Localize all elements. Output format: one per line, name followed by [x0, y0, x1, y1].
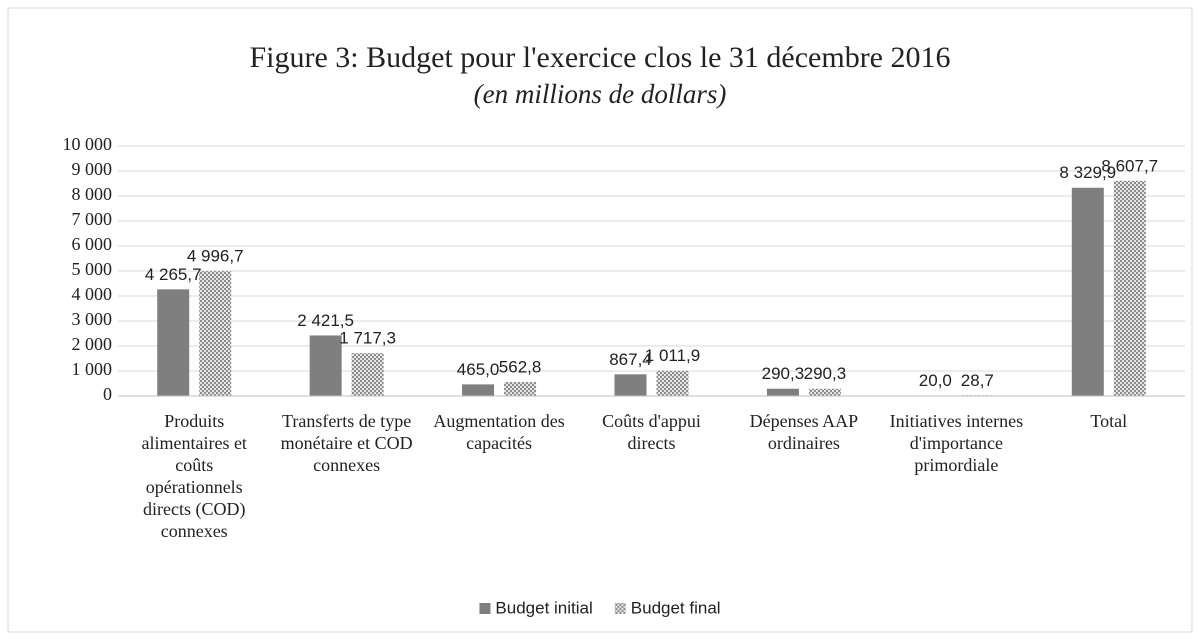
y-tick-label: 5 000: [72, 259, 113, 279]
y-tick-label: 7 000: [72, 209, 113, 229]
legend-label: Budget final: [631, 598, 721, 617]
y-tick-label: 4 000: [72, 284, 113, 304]
x-tick-label: Augmentation des capacités: [433, 411, 564, 453]
legend-label: Budget initial: [495, 598, 592, 617]
value-label: 465,0: [457, 360, 500, 379]
value-label: 4 996,7: [187, 247, 244, 266]
x-tick-label-line: Dépenses AAP: [750, 411, 859, 431]
y-tick-label: 0: [103, 384, 112, 404]
legend: Budget initial Budget final: [479, 598, 721, 617]
value-label: 4 265,7: [145, 265, 202, 284]
bar: [199, 271, 232, 396]
x-tick-label-line: Initiatives internes: [890, 411, 1023, 431]
x-tick-label-line: alimentaires et: [141, 433, 246, 453]
bar: [766, 388, 799, 396]
y-tick-label: 2 000: [72, 334, 113, 354]
value-label: 1 011,9: [645, 346, 700, 365]
y-tick-label: 3 000: [72, 309, 113, 329]
y-tick-label: 6 000: [72, 234, 113, 254]
y-tick-label: 10 000: [63, 134, 113, 154]
value-label: 2 421,5: [297, 311, 354, 330]
value-label: 8 607,7: [1101, 156, 1158, 175]
x-tick-label-line: primordiale: [914, 455, 998, 475]
bar: [808, 388, 841, 396]
x-tick-label-line: connexes: [313, 455, 380, 475]
chart-title: Figure 3: Budget pour l'exercice clos le…: [249, 41, 950, 74]
x-tick-label-line: Coûts d'appui: [602, 411, 701, 431]
value-label: 8 329,9: [1059, 163, 1116, 182]
chart-subtitle: (en millions de dollars): [474, 79, 727, 109]
x-tick-label-line: coûts: [175, 455, 213, 475]
x-tick-label: Initiatives internes d'importance primordi…: [890, 411, 1023, 475]
x-tick-label-line: Produits: [164, 411, 224, 431]
bar: [656, 370, 689, 396]
value-label: 562,8: [499, 357, 542, 376]
y-tick-label: 9 000: [72, 159, 113, 179]
bar: [1113, 180, 1146, 396]
x-tick-label-line: opérationnels: [146, 477, 243, 497]
bar: [351, 353, 384, 396]
value-label: 290,3: [804, 364, 847, 383]
x-tick-label: Transferts de type monétaire et COD connex…: [281, 411, 413, 475]
x-tick-label-line: directs (COD): [143, 499, 245, 520]
y-tick-label: 8 000: [72, 184, 113, 204]
value-label: 28,7: [961, 371, 994, 390]
bar: [1071, 187, 1104, 396]
x-tick-label: Coûts d'appui directs: [602, 411, 701, 453]
x-tick-label: Produits alimentaires et coûts opérationnel…: [141, 411, 246, 541]
value-label: 290,3: [762, 364, 805, 383]
x-tick-label-line: Augmentation des: [433, 411, 564, 431]
legend-swatch: [479, 603, 491, 614]
bar: [157, 289, 190, 396]
bar: [614, 374, 647, 396]
x-tick-label-line: d'importance: [910, 433, 1003, 453]
y-tick-label: 1 000: [72, 359, 113, 379]
x-tick-label-line: connexes: [161, 521, 228, 541]
bar: [504, 381, 537, 396]
bar: [462, 384, 495, 396]
value-label: 1 717,3: [339, 329, 396, 348]
value-label: 20,0: [919, 371, 952, 390]
x-tick-label: Dépenses AAP ordinaires: [750, 411, 859, 453]
x-tick-label: Total: [1090, 411, 1127, 431]
value-label: 867,4: [609, 350, 652, 369]
x-tick-label-line: Transferts de type: [282, 411, 411, 431]
x-tick-label-line: Total: [1090, 411, 1127, 431]
legend-swatch: [614, 603, 626, 614]
x-tick-label-line: directs: [628, 433, 676, 453]
x-tick-label-line: monétaire et COD: [281, 433, 413, 453]
bar: [309, 335, 342, 396]
x-tick-label-line: capacités: [466, 433, 532, 453]
x-tick-label-line: ordinaires: [768, 433, 840, 453]
